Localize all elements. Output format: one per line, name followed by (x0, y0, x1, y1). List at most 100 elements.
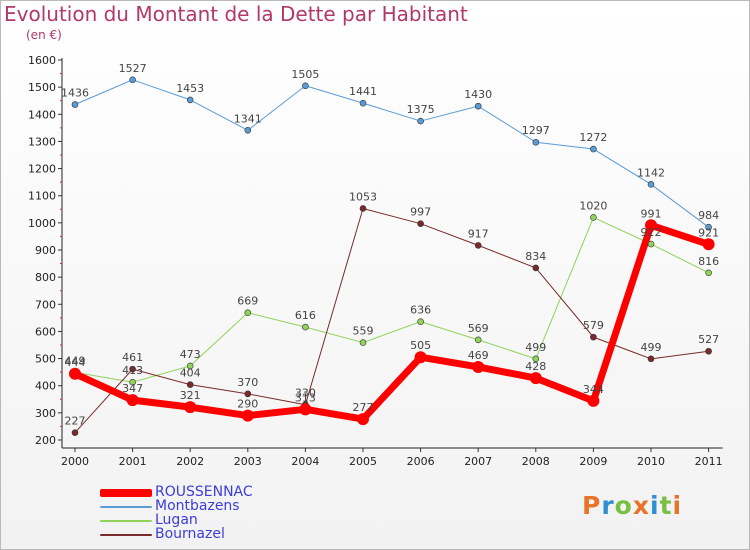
x-tick-label: 2011 (695, 455, 723, 468)
data-label-lugan: 669 (237, 295, 258, 308)
x-tick-label: 2005 (349, 455, 377, 468)
series-line-montbazens (74, 79, 710, 228)
data-label-lugan: 569 (468, 322, 489, 335)
data-label-lugan: 1020 (579, 199, 607, 212)
logo-letter: P (582, 491, 602, 520)
data-point-montbazens (647, 181, 655, 188)
data-label-roussennac: 505 (410, 339, 431, 352)
data-point-roussennac (299, 403, 312, 416)
data-point-montbazens (705, 223, 712, 231)
data-label-roussennac: 428 (525, 360, 546, 373)
data-label-bournazel: 499 (641, 341, 662, 354)
data-label-montbazens: 1272 (579, 131, 607, 144)
y-tick-label: 1000 (28, 217, 56, 230)
data-label-bournazel: 917 (468, 227, 489, 240)
data-label-lugan: 922 (641, 226, 662, 239)
data-point-roussennac (414, 351, 427, 364)
series-line-bournazel (74, 207, 710, 434)
data-point-bournazel (186, 381, 194, 388)
y-tick-label: 900 (35, 244, 56, 257)
y-tick-label: 300 (35, 407, 56, 420)
data-label-bournazel: 834 (525, 250, 546, 263)
y-tick-label: 500 (35, 353, 56, 366)
data-label-montbazens: 1505 (291, 68, 319, 81)
x-tick-label: 2007 (464, 455, 492, 468)
y-tick-label: 1200 (28, 163, 56, 176)
logo-letter: o (614, 491, 633, 520)
data-label-lugan: 499 (525, 341, 546, 354)
data-point-montbazens (129, 76, 136, 84)
data-label-montbazens: 1430 (464, 88, 492, 101)
data-point-montbazens (532, 138, 540, 146)
legend-label-bournazel: Bournazel (155, 526, 225, 542)
data-label-roussennac: 290 (237, 398, 258, 411)
data-label-roussennac: 444 (65, 356, 86, 369)
data-point-lugan (705, 269, 712, 277)
data-label-roussennac: 991 (641, 207, 662, 220)
data-point-bournazel (590, 333, 597, 341)
x-tick-label: 2010 (637, 455, 665, 468)
data-label-montbazens: 1142 (637, 166, 665, 179)
legend-swatch-montbazens (100, 506, 152, 508)
data-point-lugan (474, 336, 482, 344)
chart-unit: (en €) (26, 28, 62, 42)
x-tick-label: 2009 (579, 455, 607, 468)
data-point-bournazel (647, 355, 655, 363)
data-point-roussennac (587, 394, 600, 407)
y-tick-label: 700 (35, 298, 56, 311)
data-label-lugan: 413 (122, 364, 143, 377)
data-label-roussennac: 347 (122, 382, 143, 395)
series-line-roussennac (71, 221, 713, 423)
data-label-bournazel: 370 (237, 376, 258, 389)
data-label-bournazel: 1053 (349, 190, 377, 203)
data-point-montbazens (474, 102, 482, 110)
data-point-montbazens (417, 117, 424, 125)
logo-letter: t (659, 491, 673, 520)
data-point-montbazens (590, 145, 597, 153)
data-point-lugan (186, 362, 194, 370)
data-label-bournazel: 227 (65, 415, 86, 428)
data-point-bournazel (71, 429, 79, 436)
x-tick-label: 2002 (176, 455, 204, 468)
x-tick-label: 2008 (522, 455, 550, 468)
x-tick-label: 2003 (234, 455, 262, 468)
y-tick-label: 1400 (28, 108, 56, 121)
data-label-montbazens: 1297 (522, 124, 550, 137)
data-label-montbazens: 1436 (61, 87, 89, 100)
data-label-montbazens: 984 (698, 209, 719, 222)
data-point-lugan (590, 214, 597, 221)
data-label-bournazel: 527 (698, 333, 719, 346)
data-label-roussennac: 313 (295, 391, 316, 404)
data-label-roussennac: 321 (180, 389, 201, 402)
data-label-roussennac: 921 (698, 226, 719, 239)
y-tick-label: 1600 (28, 54, 56, 67)
data-label-roussennac: 277 (353, 401, 374, 414)
data-point-lugan (647, 240, 655, 248)
chart-title: Evolution du Montant de la Dette par Hab… (4, 2, 468, 26)
series-line-lugan (74, 216, 710, 383)
logo-letter: i (672, 491, 683, 520)
data-point-montbazens (302, 82, 309, 90)
data-label-montbazens: 1375 (407, 103, 435, 116)
data-point-bournazel (359, 205, 367, 212)
logo-letter: x (632, 491, 650, 520)
data-point-lugan (532, 355, 540, 363)
data-point-lugan (302, 323, 309, 331)
data-point-bournazel (129, 365, 136, 373)
data-point-montbazens (244, 127, 252, 134)
legend-swatch-lugan (100, 520, 152, 522)
data-label-lugan: 816 (698, 255, 719, 268)
data-label-roussennac: 344 (583, 383, 604, 396)
legend-label-montbazens: Montbazens (155, 498, 240, 514)
data-point-roussennac (69, 367, 81, 380)
legend-label-roussennac: ROUSSENNAC (155, 484, 253, 500)
data-point-montbazens (71, 101, 79, 108)
legend-swatch-bournazel (100, 534, 152, 536)
data-label-bournazel: 404 (180, 367, 201, 380)
data-label-montbazens: 1341 (234, 112, 262, 125)
y-tick-label: 400 (35, 380, 56, 393)
data-label-montbazens: 1527 (119, 62, 147, 75)
x-tick-label: 2004 (291, 455, 319, 468)
legend-swatch-roussennac (100, 489, 152, 497)
